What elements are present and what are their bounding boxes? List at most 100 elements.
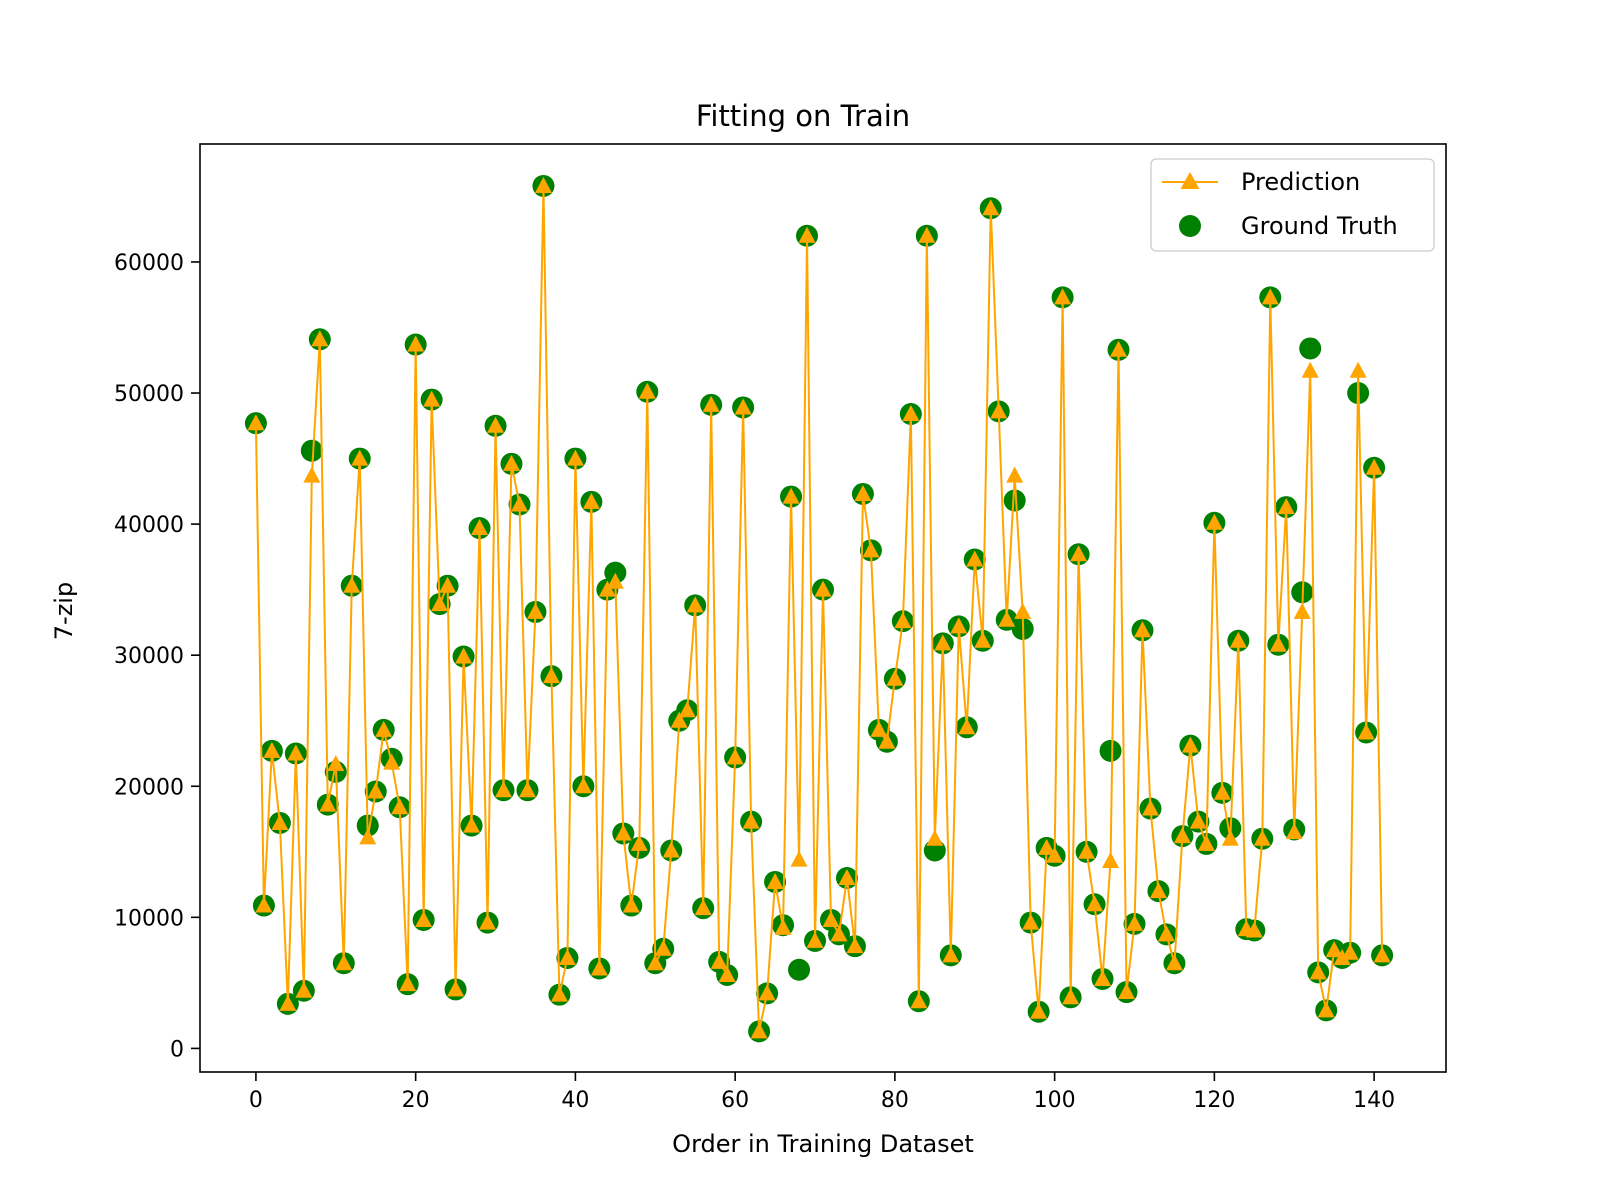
prediction-point <box>790 850 808 867</box>
prediction-point <box>670 711 688 728</box>
legend-prediction-label: Prediction <box>1241 168 1360 196</box>
prediction-point <box>950 617 968 634</box>
prediction-point <box>335 954 353 971</box>
prediction-point <box>431 595 449 612</box>
prediction-point <box>1078 842 1096 859</box>
prediction-point <box>734 398 752 415</box>
prediction-point <box>534 176 552 193</box>
prediction-point <box>614 824 632 841</box>
prediction-point <box>982 199 1000 216</box>
legend-ground-truth-label: Ground Truth <box>1241 212 1398 240</box>
y-axis-title: 7-zip <box>50 582 78 640</box>
prediction-point <box>287 744 305 761</box>
prediction-point <box>862 541 880 558</box>
prediction-point <box>574 777 592 794</box>
y-tick-label: 20000 <box>114 775 184 800</box>
prediction-point <box>766 872 784 889</box>
prediction-point <box>495 781 513 798</box>
ground-truth-point <box>300 439 323 462</box>
prediction-point <box>1349 361 1367 378</box>
prediction-point <box>1261 288 1279 305</box>
prediction-point <box>319 795 337 812</box>
prediction-point <box>1197 834 1215 851</box>
prediction-point <box>399 975 417 992</box>
y-tick-label: 40000 <box>114 513 184 538</box>
prediction-point <box>742 812 760 829</box>
prediction-point <box>830 925 848 942</box>
prediction-point <box>415 910 433 927</box>
prediction-point <box>822 910 840 927</box>
prediction-point <box>550 985 568 1002</box>
prediction-point <box>303 466 321 483</box>
prediction-point <box>582 492 600 509</box>
prediction-point <box>902 405 920 422</box>
prediction-point <box>1070 545 1088 562</box>
prediction-point <box>750 1022 768 1039</box>
prediction-point <box>1253 829 1271 846</box>
prediction-point <box>966 550 984 567</box>
prediction-point <box>487 416 505 433</box>
prediction-point <box>1038 838 1056 855</box>
prediction-point <box>510 495 528 512</box>
x-tick-label: 80 <box>881 1088 909 1113</box>
y-axis: 0 10000 20000 30000 40000 50000 60000 <box>114 251 200 1062</box>
prediction-point <box>391 798 409 815</box>
prediction-point <box>1006 466 1024 483</box>
chart-title: Fitting on Train <box>696 99 910 133</box>
prediction-point <box>455 647 473 664</box>
x-tick-label: 100 <box>1034 1088 1076 1113</box>
prediction-point <box>1141 799 1159 816</box>
prediction-point <box>758 984 776 1001</box>
prediction-point <box>471 519 489 536</box>
prediction-point <box>447 980 465 997</box>
x-tick-label: 0 <box>249 1088 263 1113</box>
ground-truth-point <box>1003 489 1026 512</box>
prediction-point <box>654 939 672 956</box>
prediction-point <box>894 612 912 629</box>
prediction-point <box>622 896 640 913</box>
prediction-point <box>383 753 401 770</box>
prediction-point <box>990 402 1008 419</box>
prediction-point <box>806 931 824 948</box>
prediction-point <box>878 732 896 749</box>
y-tick-label: 50000 <box>114 382 184 407</box>
x-tick-label: 60 <box>721 1088 749 1113</box>
prediction-point <box>662 841 680 858</box>
x-tick-label: 40 <box>561 1088 589 1113</box>
prediction-point <box>814 580 832 597</box>
prediction-point <box>479 913 497 930</box>
prediction-point <box>590 959 608 976</box>
prediction-point <box>694 899 712 916</box>
legend-prediction-marker <box>1180 172 1200 189</box>
prediction-point <box>1325 941 1343 958</box>
prediction-point <box>1133 621 1151 638</box>
prediction-point <box>1110 340 1128 357</box>
prediction-point <box>1086 895 1104 912</box>
prediction-point <box>1341 943 1359 960</box>
legend-ground-truth-marker <box>1179 215 1201 237</box>
prediction-point <box>423 390 441 407</box>
prediction-point <box>1269 635 1287 652</box>
ground-truth-point <box>1299 337 1322 360</box>
prediction-point <box>1014 602 1032 619</box>
prediction-point <box>782 487 800 504</box>
prediction-point <box>542 667 560 684</box>
prediction-point <box>1165 954 1183 971</box>
prediction-point <box>1333 948 1351 965</box>
prediction-point <box>327 754 345 771</box>
prediction-point <box>774 918 792 935</box>
x-axis: 0 20 40 60 80 100 120 140 <box>249 1072 1395 1113</box>
prediction-point <box>1365 458 1383 475</box>
prediction-point <box>526 602 544 619</box>
legend: Prediction Ground Truth <box>1150 158 1435 252</box>
prediction-point <box>375 720 393 737</box>
prediction-point <box>1173 827 1191 844</box>
x-tick-label: 140 <box>1353 1088 1395 1113</box>
prediction-point <box>1181 736 1199 753</box>
prediction-point <box>1102 851 1120 868</box>
series-layer <box>244 174 1394 1043</box>
prediction-point <box>1245 921 1263 938</box>
prediction-point <box>558 948 576 965</box>
prediction-point <box>934 634 952 651</box>
